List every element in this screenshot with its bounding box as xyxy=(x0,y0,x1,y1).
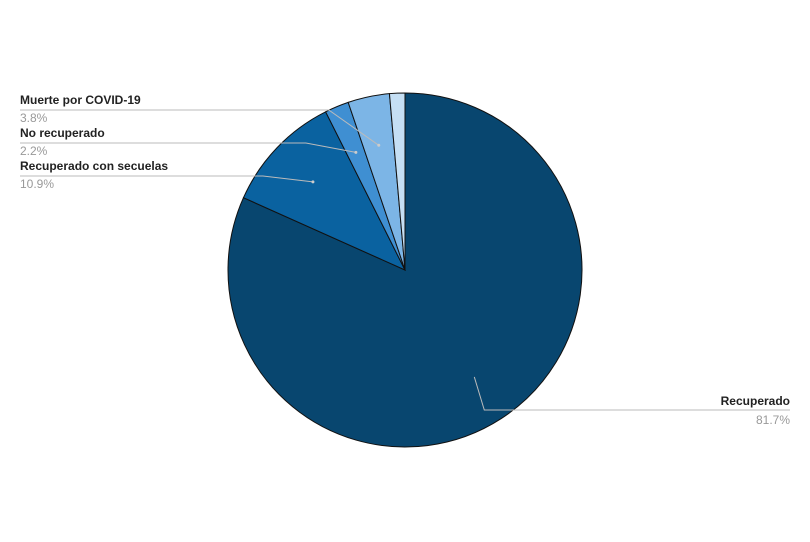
slice-label: Muerte por COVID-19 xyxy=(20,93,141,107)
slice-value-label: 2.2% xyxy=(20,144,48,158)
slice-value-label: 81.7% xyxy=(756,413,790,427)
leader-line xyxy=(473,376,790,411)
pie-slice xyxy=(388,92,406,271)
slice-value-label: 10.9% xyxy=(20,177,54,191)
leader-dot xyxy=(377,143,381,147)
slice-label: Recuperado con secuelas xyxy=(20,159,168,173)
leader-line xyxy=(20,142,356,153)
leader-line xyxy=(20,175,313,183)
leader-dot xyxy=(354,150,358,154)
slice-label: Recuperado xyxy=(721,394,790,408)
leader-dot xyxy=(311,180,315,184)
slice-value-label: 3.8% xyxy=(20,111,48,125)
leader-line xyxy=(20,109,380,146)
slice-label: No recuperado xyxy=(20,126,105,140)
pie-slice xyxy=(242,111,407,272)
